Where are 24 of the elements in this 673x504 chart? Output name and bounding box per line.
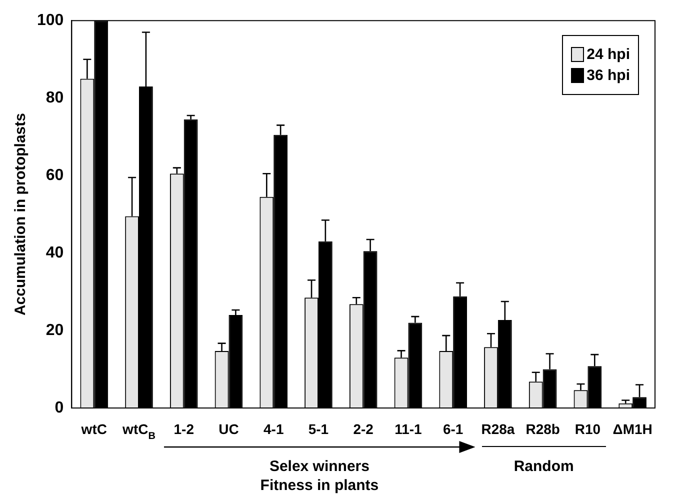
y-tick-label: 40 — [46, 244, 64, 262]
x-tick-label: R28b — [526, 421, 560, 437]
x-tick-label: wtC — [80, 421, 107, 437]
y-tick-label: 100 — [36, 12, 64, 30]
y-tick-label: 20 — [46, 322, 64, 339]
text: Selex winners — [269, 458, 370, 475]
x-tick-label: R10 — [574, 421, 601, 437]
y-tick-label: 80 — [46, 89, 64, 106]
x-tick-label: UC — [218, 421, 239, 437]
x-tick-label: 4-1 — [263, 421, 284, 437]
y-axis-title: Accumulation in protoplasts — [12, 113, 30, 316]
x-tick-label: 11-1 — [394, 421, 422, 437]
x-tick-label: 2-2 — [353, 421, 374, 437]
y-tick-label: 0 — [54, 399, 64, 416]
x-tick-label: R28a — [481, 421, 515, 437]
x-tick-label: ΔM1H — [612, 421, 652, 437]
x-tick-label: 6-1 — [442, 421, 464, 437]
text: Random — [514, 458, 574, 475]
y-tick-label: 60 — [46, 166, 64, 184]
legend-label: 36 hpi — [586, 66, 630, 84]
x-tick-label: 1-2 — [174, 421, 194, 437]
x-tick-label: 5-1 — [308, 421, 329, 437]
legend-label: 24 hpi — [586, 46, 630, 63]
text: Fitness in plants — [260, 477, 379, 494]
